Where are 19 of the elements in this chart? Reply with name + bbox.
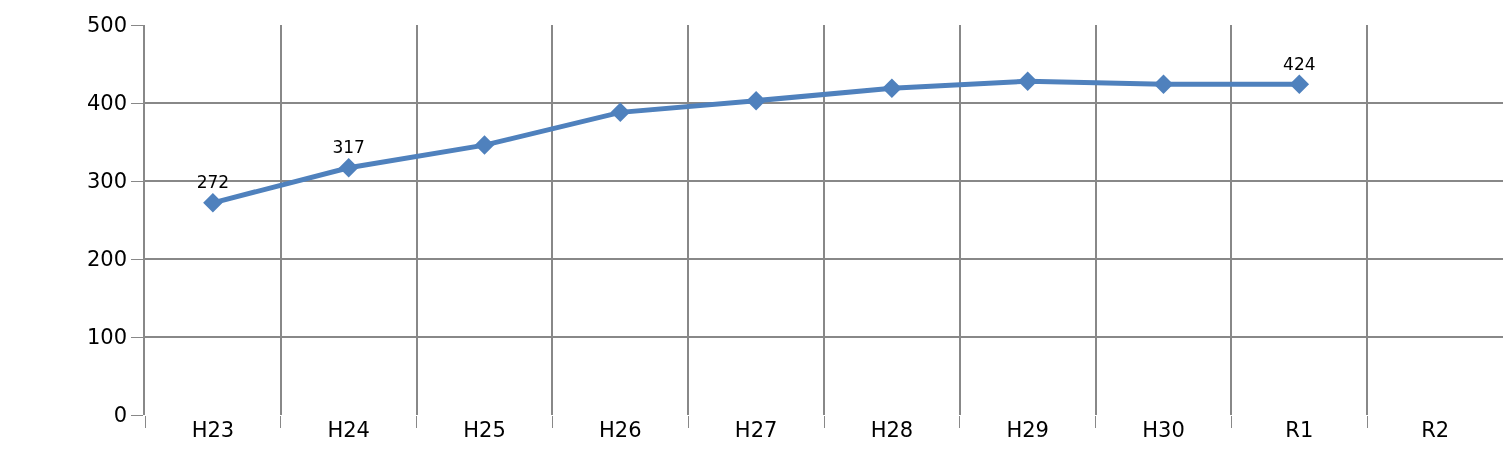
y-tick-label: 300 — [86, 169, 128, 194]
x-tick-label: H30 — [1142, 418, 1185, 442]
y-tick-label: 500 — [86, 13, 128, 38]
x-tick-label: R2 — [1421, 418, 1450, 442]
x-tick-label: H26 — [599, 418, 642, 442]
data-label: 272 — [196, 172, 230, 193]
y-tick-label: 200 — [86, 247, 128, 272]
x-tick-label: H25 — [463, 418, 506, 442]
x-tick-label: H24 — [327, 418, 370, 442]
x-tick-label: H29 — [1006, 418, 1049, 442]
x-tick-label: R1 — [1285, 418, 1314, 442]
y-tick-label: 400 — [86, 91, 128, 116]
x-tick-label: H28 — [870, 418, 914, 442]
x-tick-label: H27 — [734, 418, 778, 442]
y-tick-label: 100 — [86, 325, 128, 350]
data-label: 424 — [1283, 53, 1316, 74]
y-tick-label: 0 — [113, 403, 128, 428]
x-tick-label: H23 — [191, 418, 235, 442]
data-label: 317 — [332, 137, 365, 158]
